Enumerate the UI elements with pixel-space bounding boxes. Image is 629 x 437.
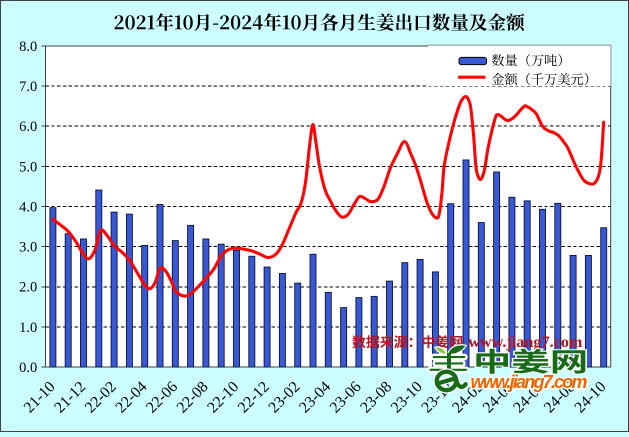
svg-text:7.0: 7.0 [19,79,37,95]
svg-text:4.0: 4.0 [19,199,37,215]
svg-text:www.jiang7.com: www.jiang7.com [471,372,588,392]
svg-text:1.0: 1.0 [19,320,37,336]
svg-text:www.jiang7.com: www.jiang7.com [468,333,583,351]
svg-text:2.0: 2.0 [19,280,37,296]
svg-text:8.0: 8.0 [19,39,37,55]
svg-text:5.0: 5.0 [19,159,37,175]
svg-text:3.0: 3.0 [19,240,37,256]
svg-text:0.0: 0.0 [19,360,37,376]
svg-text:6.0: 6.0 [19,119,37,135]
